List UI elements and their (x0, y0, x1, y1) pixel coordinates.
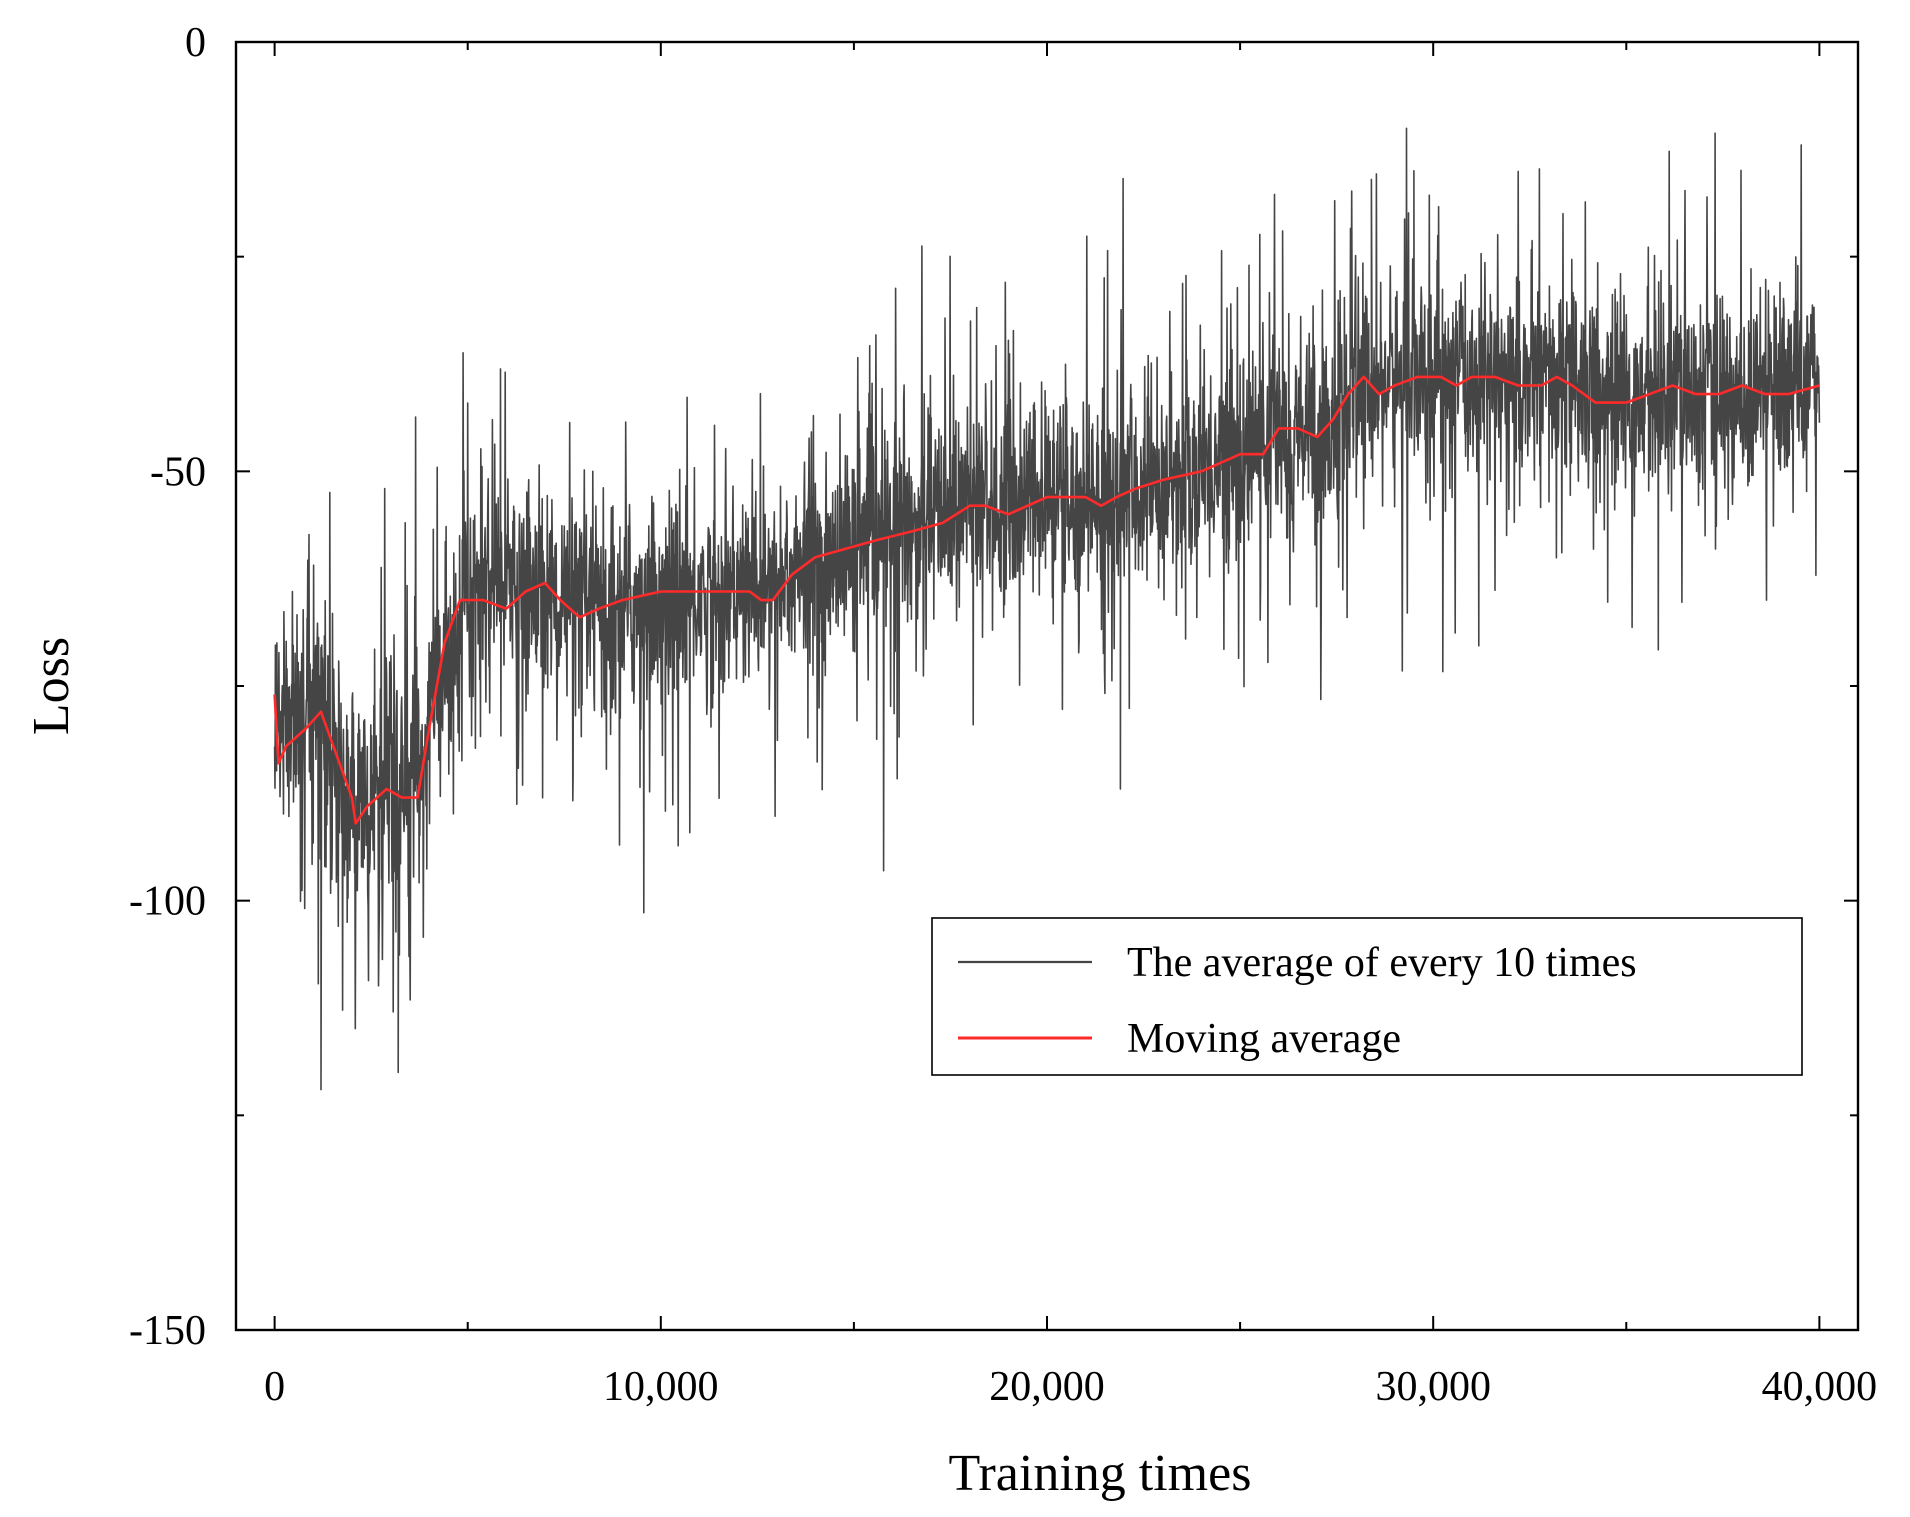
y-tick-label: -150 (129, 1308, 206, 1354)
legend: The average of every 10 times Moving aver… (931, 917, 1803, 1076)
legend-label-moving-average: Moving average (1127, 1016, 1401, 1062)
series-moving-average-line (273, 375, 1820, 825)
x-tick-label: 10,000 (603, 1364, 719, 1410)
x-tick-label: 20,000 (989, 1364, 1105, 1410)
y-tick-label: -100 (129, 879, 206, 925)
legend-box (931, 917, 1803, 1076)
axes: 0 10,000 20,000 30,000 40,000 0 -50 -100 -150 (129, 20, 1877, 1410)
x-tick-label: 40,000 (1762, 1364, 1878, 1410)
series-average-every-10-line (273, 127, 1821, 1091)
y-tick-label: 0 (185, 20, 206, 66)
y-tick-label: -50 (150, 449, 206, 495)
y-axis-label: Loss (23, 637, 80, 735)
x-tick-label: 30,000 (1375, 1364, 1491, 1410)
plot-area (273, 127, 1821, 1091)
x-axis-label: Training times (949, 1445, 1252, 1502)
legend-label-average-every-10: The average of every 10 times (1127, 940, 1637, 986)
plot-frame (234, 40, 1860, 1332)
x-tick-label: 0 (264, 1364, 285, 1410)
